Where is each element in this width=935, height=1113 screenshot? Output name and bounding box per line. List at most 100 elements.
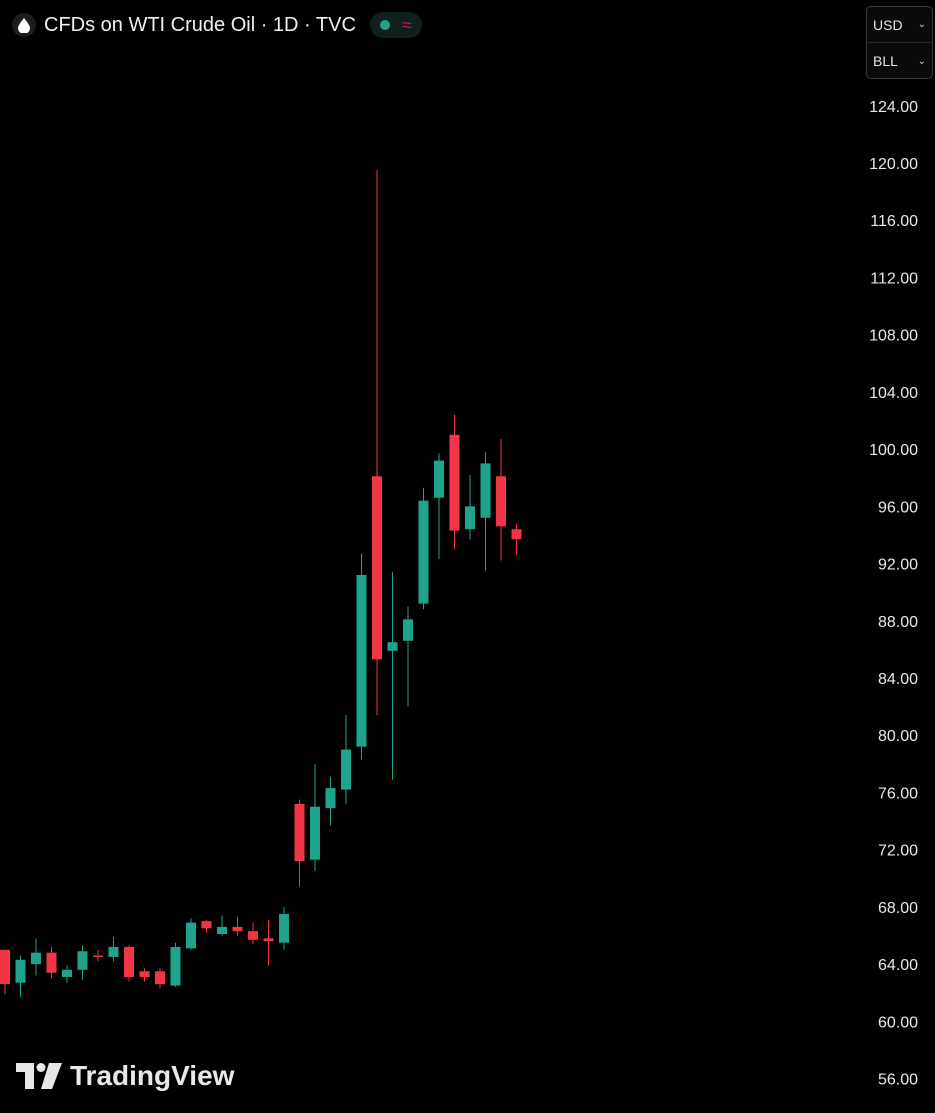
candle-body [449, 434, 460, 531]
candle-body [93, 955, 103, 957]
currency-dropdown[interactable]: USD ⌄ [867, 7, 932, 43]
oil-drop-icon[interactable] [12, 13, 36, 37]
y-tick-label: 72.00 [878, 843, 918, 860]
y-tick-label: 100.00 [869, 442, 918, 459]
unit-label: BLL [873, 53, 898, 69]
candle[interactable] [496, 439, 506, 561]
candle-body [279, 914, 289, 943]
candle[interactable] [77, 945, 88, 980]
brand-name: TradingView [70, 1060, 235, 1091]
candle[interactable] [217, 915, 227, 936]
y-tick-label: 60.00 [878, 1014, 918, 1031]
candle[interactable] [186, 918, 196, 950]
currency-label: USD [873, 16, 903, 33]
candle[interactable] [170, 942, 181, 987]
wave-icon: ≈ [401, 15, 412, 35]
candle-body [325, 788, 336, 809]
y-tick-label: 124.00 [869, 99, 918, 116]
y-tick-label: 84.00 [878, 671, 918, 688]
candle[interactable] [248, 922, 258, 945]
candles-layer [0, 170, 522, 997]
candle[interactable] [139, 968, 150, 982]
candle[interactable] [372, 170, 382, 716]
y-tick-label: 56.00 [878, 1072, 918, 1089]
candle-body [372, 476, 382, 660]
candle-body [201, 921, 212, 929]
candle-body [310, 806, 320, 860]
y-tick-label: 104.00 [869, 385, 918, 402]
candle[interactable] [341, 715, 351, 804]
candle[interactable] [31, 938, 41, 976]
unit-selector: USD ⌄ BLL ⌄ [866, 6, 933, 79]
y-tick-label: 96.00 [878, 499, 918, 516]
candle-body [341, 749, 351, 790]
candle-body [155, 971, 165, 985]
market-status-pill[interactable]: ≈ [369, 12, 422, 38]
y-tick-label: 64.00 [878, 957, 918, 974]
tradingview-logo-icon [16, 1063, 62, 1089]
candle[interactable] [294, 799, 305, 887]
candle[interactable] [434, 453, 444, 560]
candle[interactable] [279, 906, 289, 950]
candle-body [403, 619, 413, 641]
y-tick-label: 88.00 [878, 614, 918, 631]
candle[interactable] [480, 451, 491, 571]
candle[interactable] [465, 474, 475, 540]
candle-body [217, 926, 227, 935]
candle[interactable] [93, 949, 103, 962]
symbol-title[interactable]: CFDs on WTI Crude Oil · 1D · TVC [44, 13, 356, 36]
candle-body [15, 959, 26, 983]
candle[interactable] [418, 487, 429, 610]
candle[interactable] [46, 946, 57, 979]
y-tick-label: 108.00 [869, 328, 918, 345]
candle-body [124, 946, 134, 977]
candle-body [108, 946, 119, 957]
candle[interactable] [201, 919, 212, 933]
candle-body [465, 506, 475, 530]
candle[interactable] [0, 949, 10, 995]
candle-body [0, 949, 10, 985]
candle[interactable] [449, 414, 460, 550]
candle-body [62, 969, 72, 977]
candle-body [31, 952, 41, 965]
candle-body [232, 926, 243, 932]
tradingview-logo: TradingView [16, 1060, 234, 1092]
candle[interactable] [325, 776, 336, 826]
chevron-down-icon: ⌄ [917, 19, 926, 30]
candle-body [77, 951, 88, 970]
candle[interactable] [62, 965, 72, 983]
candle[interactable] [310, 763, 320, 872]
candle[interactable] [15, 955, 26, 997]
candle-body [263, 938, 274, 942]
y-tick-label: 68.00 [878, 900, 918, 917]
candle-body [480, 463, 491, 518]
candle-body [46, 952, 57, 973]
y-tick-label: 92.00 [878, 557, 918, 574]
candle-body [387, 642, 398, 651]
candle-body [248, 931, 258, 940]
y-tick-label: 116.00 [870, 213, 918, 230]
candle[interactable] [263, 919, 274, 966]
candle[interactable] [356, 553, 367, 760]
candle[interactable] [108, 936, 119, 962]
candle-body [511, 529, 522, 540]
candle-body [496, 476, 506, 527]
candle[interactable] [387, 572, 398, 780]
y-tick-label: 112.00 [870, 270, 918, 287]
candle[interactable] [155, 968, 165, 989]
unit-dropdown[interactable]: BLL ⌄ [867, 43, 932, 79]
candle[interactable] [124, 945, 134, 982]
candle-body [294, 803, 305, 862]
candle-body [434, 460, 444, 498]
market-open-dot-icon [379, 20, 390, 30]
candle[interactable] [403, 606, 413, 707]
chevron-down-icon: ⌄ [917, 55, 926, 67]
y-tick-label: 80.00 [878, 728, 918, 745]
candle-body [139, 971, 150, 977]
candle[interactable] [511, 523, 522, 555]
candle[interactable] [232, 916, 243, 936]
candle-body [170, 946, 181, 986]
candle-body [186, 922, 196, 949]
y-tick-label: 76.00 [878, 785, 918, 802]
